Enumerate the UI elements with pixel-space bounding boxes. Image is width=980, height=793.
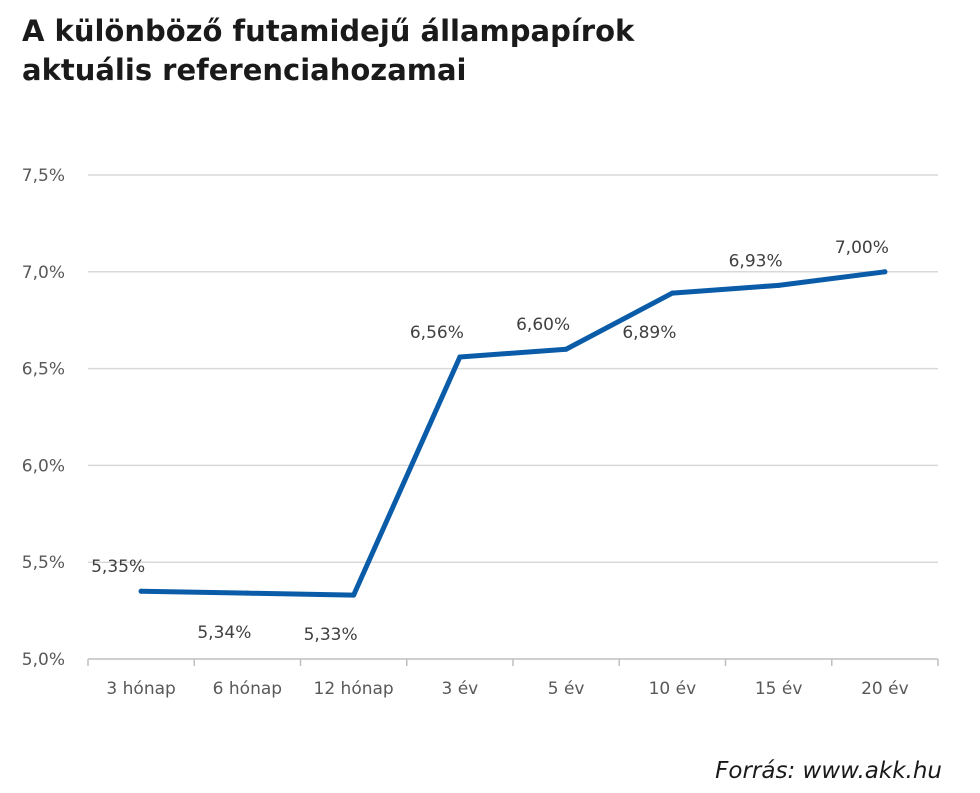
- x-tick-label: 15 év: [755, 679, 803, 699]
- chart-title-line-1: A különböző futamidejű állampapírok: [22, 14, 635, 48]
- data-label: 7,00%: [835, 238, 889, 258]
- data-label: 6,89%: [622, 323, 676, 343]
- x-tick-label: 12 hónap: [314, 679, 394, 699]
- series-line: [138, 269, 888, 598]
- chart-title-line-2: aktuális referenciahozamai: [22, 53, 467, 87]
- x-tick-label: 20 év: [861, 679, 909, 699]
- data-point: [882, 269, 888, 275]
- y-tick-label: 6,0%: [22, 456, 65, 476]
- data-point: [351, 592, 357, 598]
- y-tick-label: 6,5%: [22, 360, 65, 380]
- data-label: 6,60%: [516, 315, 570, 335]
- data-label: 5,34%: [197, 623, 251, 643]
- data-point: [244, 590, 250, 596]
- x-tick-label: 3 év: [442, 679, 479, 699]
- chart-title: A különböző futamidejű állampapírok aktu…: [22, 12, 922, 90]
- data-point: [138, 588, 144, 594]
- data-point: [457, 354, 463, 360]
- x-tick-label: 5 év: [548, 679, 585, 699]
- data-point: [669, 290, 675, 296]
- y-tick-label: 5,5%: [22, 553, 65, 573]
- data-label: 6,93%: [729, 251, 783, 271]
- data-label: 5,33%: [304, 625, 358, 645]
- x-tick-label: 6 hónap: [213, 679, 282, 699]
- source-note: Forrás: www.akk.hu: [715, 758, 942, 784]
- y-tick-label: 7,5%: [22, 166, 65, 186]
- data-label: 6,56%: [410, 323, 464, 343]
- data-point: [776, 282, 782, 288]
- data-label: 5,35%: [91, 557, 145, 577]
- y-tick-label: 5,0%: [22, 650, 65, 670]
- x-tick-label: 10 év: [649, 679, 697, 699]
- y-tick-label: 7,0%: [22, 263, 65, 283]
- data-point: [563, 346, 569, 352]
- x-tick-label: 3 hónap: [106, 679, 175, 699]
